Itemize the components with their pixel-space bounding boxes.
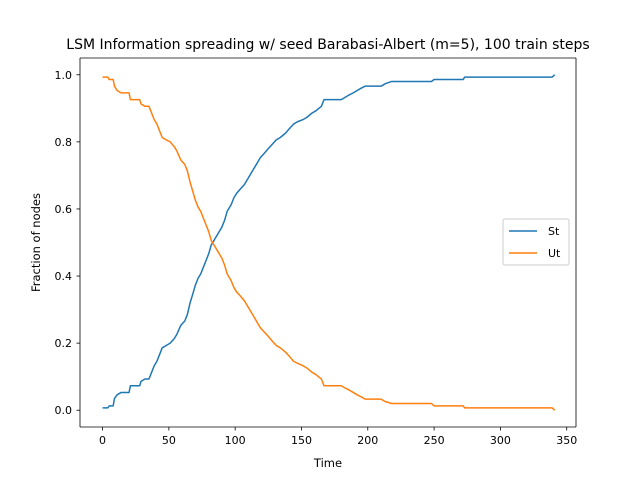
plot-area (80, 58, 576, 427)
x-axis-ticks: 0 50 100 150 200 250 300 350 (99, 427, 577, 447)
y-tick-label: 0.2 (55, 337, 73, 350)
y-tick-label: 0.0 (55, 404, 73, 417)
axes-frame (79, 57, 577, 428)
chart-title: LSM Information spreading w/ seed Baraba… (66, 37, 589, 53)
x-tick-label: 50 (162, 434, 176, 447)
y-tick-label: 0.6 (55, 203, 73, 216)
series-line-ut (102, 76, 556, 411)
y-tick-label: 0.4 (55, 270, 73, 283)
x-axis-label: Time (313, 456, 342, 470)
x-tick-label: 350 (556, 434, 577, 447)
legend-label-st: St (548, 225, 560, 238)
y-axis-ticks: 0.0 0.2 0.4 0.6 0.8 1.0 (55, 69, 80, 417)
x-tick-label: 300 (490, 434, 511, 447)
x-tick-label: 100 (225, 434, 246, 447)
y-tick-label: 0.8 (55, 136, 73, 149)
y-tick-label: 1.0 (55, 69, 73, 82)
x-tick-label: 250 (424, 434, 445, 447)
series-layer (102, 74, 556, 411)
x-tick-label: 200 (357, 434, 378, 447)
legend: St Ut (502, 218, 570, 266)
x-tick-label: 150 (291, 434, 312, 447)
x-tick-label: 0 (99, 434, 106, 447)
legend-label-ut: Ut (548, 247, 561, 260)
y-axis-label: Fraction of nodes (29, 193, 43, 292)
series-line-st (102, 74, 556, 409)
